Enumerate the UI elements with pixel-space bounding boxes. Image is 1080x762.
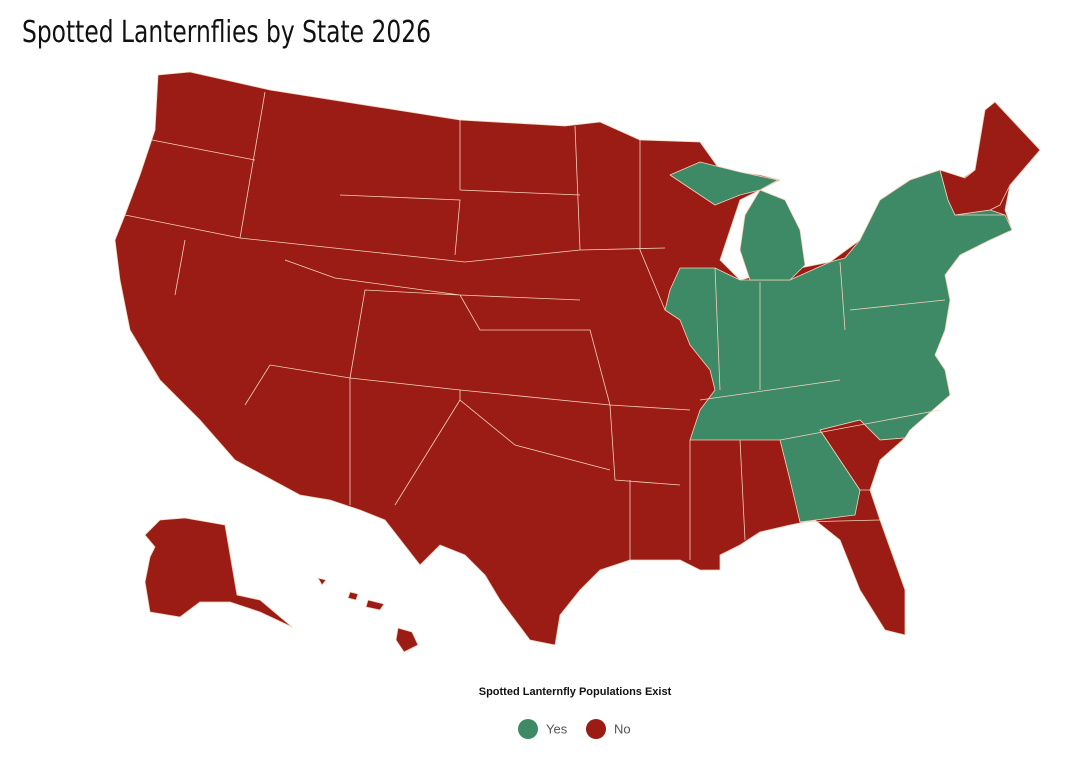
map-region <box>395 627 419 653</box>
state-border <box>124 91 1005 560</box>
legend-label: Yes <box>546 721 568 736</box>
map-region <box>317 577 327 586</box>
map-region <box>939 101 1041 216</box>
page-title: Spotted Lanternflies by State 2026 <box>22 15 431 50</box>
legend-swatch <box>518 719 538 739</box>
legend-label: No <box>614 721 631 736</box>
map-region <box>365 599 385 611</box>
map-region <box>819 419 906 491</box>
map-region <box>664 169 1013 523</box>
map <box>114 71 1041 653</box>
map-region <box>144 517 293 628</box>
map-region <box>739 189 806 281</box>
legend-items: Yes No <box>518 719 631 739</box>
state-borders <box>124 91 1005 560</box>
map-region <box>347 591 359 601</box>
legend-title: Spotted Lanternfly Populations Exist <box>479 686 672 698</box>
legend-swatch <box>586 719 606 739</box>
legend: Spotted Lanternfly Populations Exist Yes… <box>479 686 672 739</box>
